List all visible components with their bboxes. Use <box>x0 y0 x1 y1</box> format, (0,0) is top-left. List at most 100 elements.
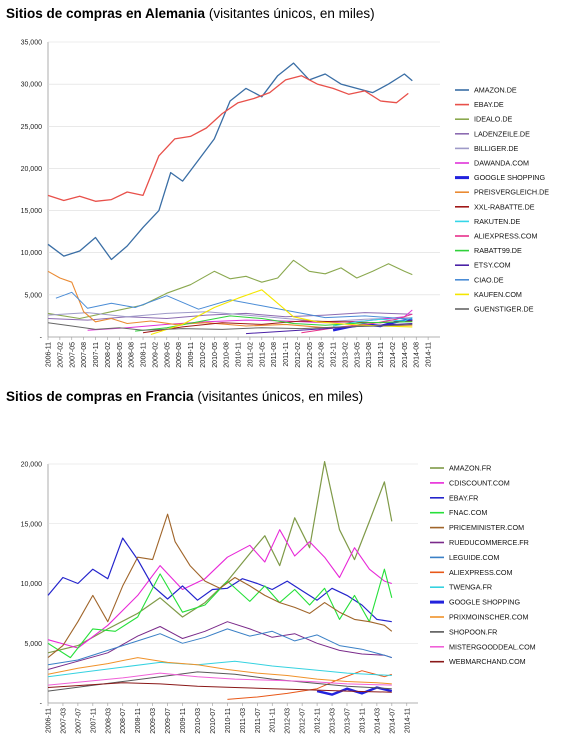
x-tick-label: 2012-02 <box>295 342 302 368</box>
legend-label: CIAO.DE <box>474 275 504 284</box>
series-line-webmarchand-com <box>47 682 392 693</box>
x-tick-label: 2008-11 <box>135 708 142 733</box>
series-line-amazon-fr <box>47 460 393 654</box>
chart-title-alemania: Sitios de compras en Alemania (visitante… <box>6 6 375 21</box>
legend-label: PRIXMOINSCHER.COM <box>449 613 528 622</box>
legend-label: RUEDUCOMMERCE.FR <box>449 538 529 547</box>
chart-svg-alemania: 35,000 30,000 25,000 20,000 15,000 10,000 5,00… <box>21 40 550 368</box>
legend-label: XXL-RABATTE.DE <box>474 202 535 211</box>
series-line-etsy-com <box>245 323 413 335</box>
series-line-billiger-de <box>47 311 413 323</box>
x-tick-label: 2010-02 <box>200 342 207 368</box>
x-tick-label: 2008-08 <box>129 342 136 368</box>
chart-francia: Sitios de compras en Francia (visitantes… <box>0 383 564 753</box>
x-tick-label: 2014-05 <box>402 342 409 368</box>
series-line-shopoon-fr <box>47 671 392 692</box>
y-tick-label: 20,000 <box>21 166 43 173</box>
x-tick-label: 2008-11 <box>141 342 148 367</box>
x-tick-label: 2011-11 <box>283 342 290 367</box>
y-tick-label: 5,000 <box>24 641 42 648</box>
x-tick-label: 2009-07 <box>165 708 172 734</box>
series-line-rueducommerce-fr <box>47 621 392 670</box>
x-tick-label: 2011-05 <box>259 342 266 367</box>
legend-label: GUENSTIGER.DE <box>474 305 534 314</box>
legend-label: CDISCOUNT.COM <box>449 478 510 487</box>
y-tick-label: 35,000 <box>21 40 43 47</box>
x-tick-label: 2009-08 <box>176 342 183 368</box>
series-line-preisvergleich-de <box>47 270 413 329</box>
legend-label: GOOGLE SHOPPING <box>474 173 546 182</box>
x-tick-label: 2008-02 <box>105 342 112 368</box>
y-tick-label: 5,000 <box>24 292 42 299</box>
x-tick-label: 2013-05 <box>354 342 361 368</box>
series-line-kaufen-com <box>150 289 413 336</box>
x-tick-label: 2010-11 <box>236 342 243 367</box>
legend-label: ETSY.COM <box>474 261 511 270</box>
y-tick-label: 10,000 <box>21 250 43 257</box>
series-line-leguide-com <box>47 628 392 666</box>
series-line-amazon-de <box>47 62 413 261</box>
series-line-aliexpress-com <box>227 670 392 700</box>
chart-subtitle: (visitantes únicos, en miles) <box>208 6 375 21</box>
legend-label: LEGUIDE.COM <box>449 553 499 562</box>
y-tick-label: - <box>40 701 43 708</box>
x-tick-label: 2010-03 <box>195 708 202 734</box>
legend-label: LADENZEILE.DE <box>474 129 530 138</box>
series-line-guenstiger-de <box>47 322 413 331</box>
y-tick-label: 15,000 <box>21 208 43 215</box>
series-line-ladenzeile-de <box>47 312 413 321</box>
x-tick-label: 2013-11 <box>378 342 385 367</box>
x-tick-label: 2014-11 <box>404 708 411 733</box>
x-tick-label: 2014-08 <box>414 342 421 368</box>
x-tick-label: 2007-05 <box>69 342 76 368</box>
legend-label: PREISVERGLEICH.DE <box>474 188 549 197</box>
series-line-mistergooddeal-com <box>47 672 392 686</box>
x-tick-label: 2009-11 <box>188 342 195 367</box>
legend-label: PRICEMINISTER.COM <box>449 523 524 532</box>
legend-label: FNAC.COM <box>449 508 487 517</box>
series-line-idealo-de <box>47 259 413 320</box>
x-tick-label: 2009-11 <box>180 708 187 733</box>
x-tick-label: 2014-11 <box>426 342 433 367</box>
x-tick-label: 2012-11 <box>331 342 338 367</box>
legend-label: MISTERGOODDEAL.COM <box>449 642 536 651</box>
chart-alemania: Sitios de compras en Alemania (visitante… <box>0 0 564 375</box>
series-line-priceminister-com <box>47 513 393 659</box>
x-tick-label: 2007-11 <box>90 708 97 733</box>
x-tick-label: 2012-03 <box>285 708 292 734</box>
series-line-twenga-fr <box>47 660 392 678</box>
series-line-ciao-de <box>55 291 413 320</box>
x-tick-label: 2007-08 <box>81 342 88 368</box>
x-tick-label: 2007-02 <box>57 342 64 368</box>
legend-label: EBAY.FR <box>449 493 478 502</box>
chart-svg-francia: 20,000 15,000 10,000 5,000 -2006-11 2007-03 20… <box>21 460 536 734</box>
series-line-prixmoinscher-com <box>47 657 392 685</box>
series-line-cdiscount-com <box>47 529 392 649</box>
legend-label: GOOGLE SHOPPING <box>449 598 521 607</box>
x-tick-label: 2013-07 <box>344 708 351 734</box>
x-tick-label: 2014-02 <box>390 342 397 368</box>
x-tick-label: 2013-11 <box>359 708 366 733</box>
x-tick-label: 2011-07 <box>255 708 262 733</box>
x-tick-label: 2012-11 <box>315 708 322 733</box>
x-tick-label: 2007-11 <box>93 342 100 367</box>
chart-subtitle: (visitantes únicos, en miles) <box>197 389 364 404</box>
x-tick-label: 2012-07 <box>300 708 307 734</box>
chart-title-francia: Sitios de compras en Francia (visitantes… <box>6 389 363 404</box>
y-tick-label: 20,000 <box>21 462 43 469</box>
y-tick-label: 25,000 <box>21 124 43 131</box>
y-tick-label: - <box>40 335 43 342</box>
x-tick-label: 2006-11 <box>46 708 53 733</box>
x-tick-label: 2008-05 <box>117 342 124 368</box>
series-line-dawanda-com <box>87 309 413 331</box>
legend-label: AMAZON.DE <box>474 86 517 95</box>
y-tick-label: 30,000 <box>21 82 43 89</box>
x-tick-label: 2006-11 <box>46 342 53 367</box>
legend-label: ALIEXPRESS.COM <box>449 568 513 577</box>
legend-label: BILLIGER.DE <box>474 144 519 153</box>
x-tick-label: 2013-08 <box>366 342 373 368</box>
series-line-ebay-fr <box>47 537 392 623</box>
x-tick-label: 2010-11 <box>225 708 232 733</box>
legend-label: KAUFEN.COM <box>474 290 522 299</box>
y-tick-label: 10,000 <box>21 581 43 588</box>
